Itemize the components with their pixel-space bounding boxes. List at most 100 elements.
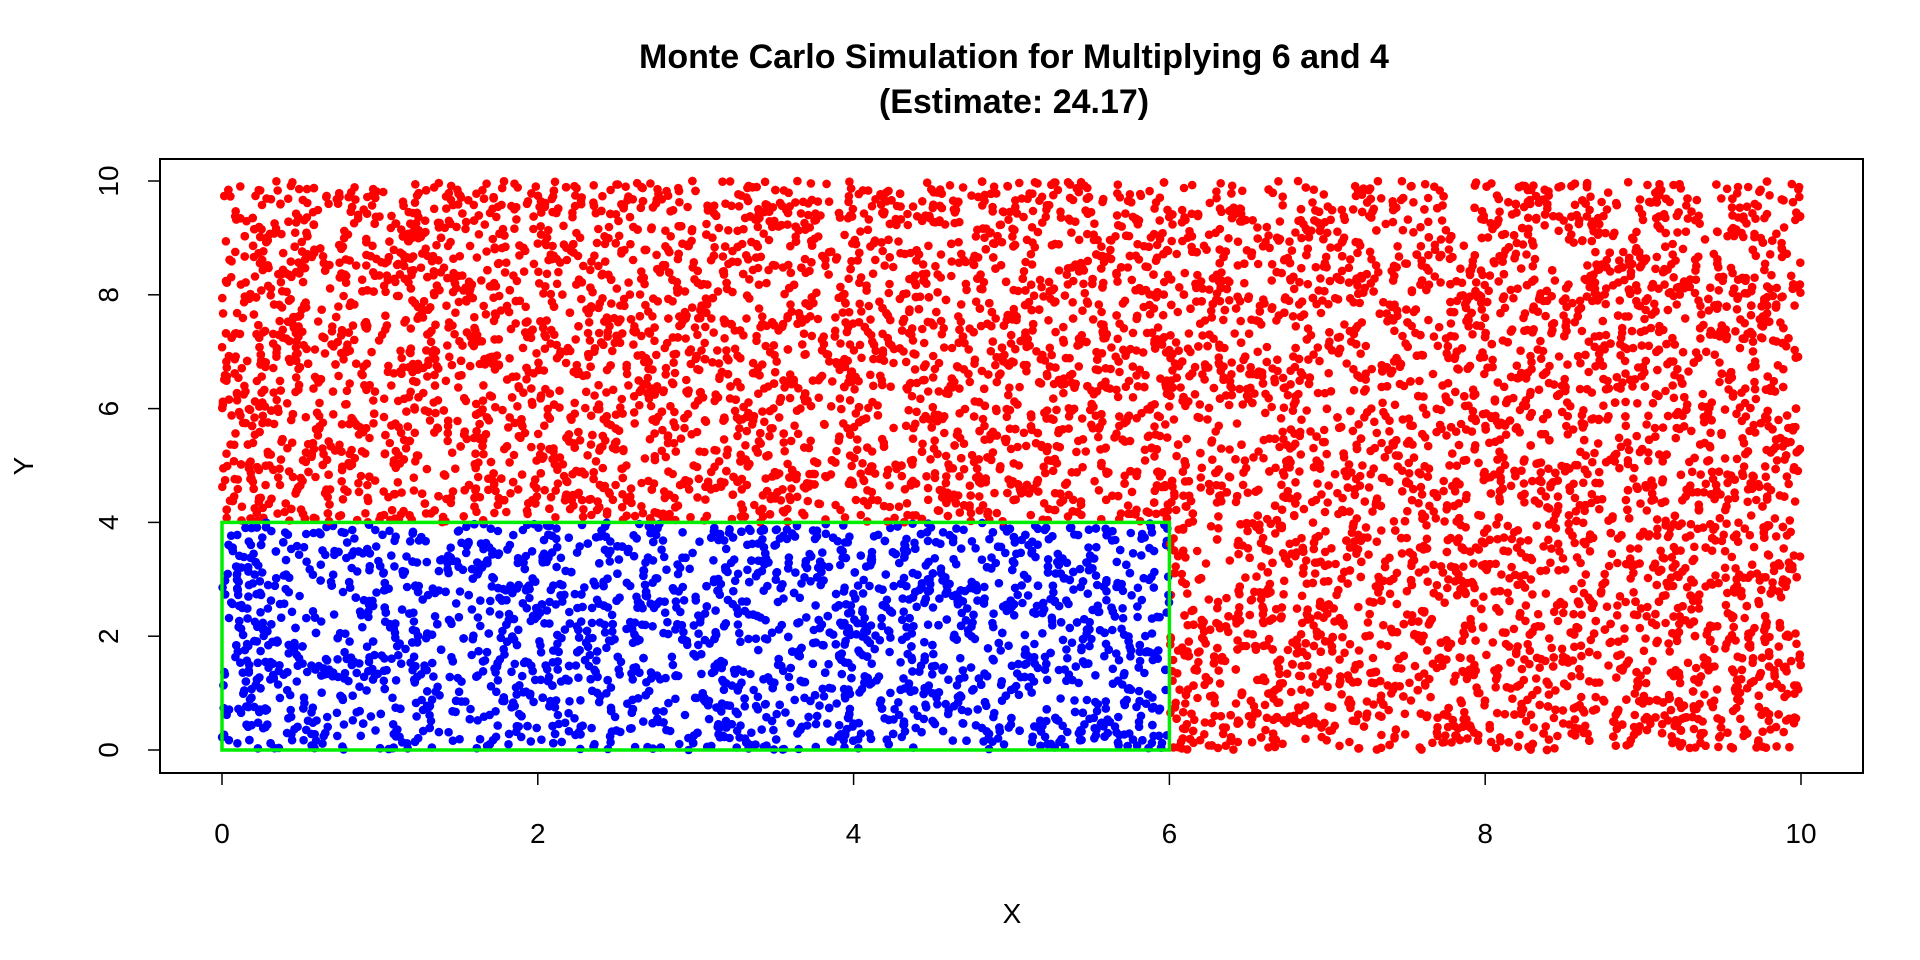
point-outside <box>533 239 543 248</box>
point-outside <box>1320 547 1330 557</box>
point-outside <box>1430 272 1440 281</box>
point-outside <box>1442 431 1451 440</box>
point-outside <box>859 496 869 506</box>
point-outside <box>1311 262 1321 272</box>
point-outside <box>1696 334 1705 343</box>
point-inside <box>473 613 483 622</box>
point-outside <box>760 177 770 187</box>
point-inside <box>821 529 831 539</box>
point-inside <box>1063 727 1072 737</box>
point-outside <box>1169 415 1179 424</box>
point-outside <box>1346 255 1355 264</box>
point-inside <box>658 536 668 545</box>
point-outside <box>1190 390 1200 399</box>
point-inside <box>1093 699 1103 709</box>
point-outside <box>448 287 458 297</box>
point-outside <box>1267 260 1277 269</box>
point-outside <box>345 449 355 459</box>
point-outside <box>1485 271 1495 280</box>
point-outside <box>598 463 608 473</box>
point-outside <box>1168 220 1177 229</box>
point-inside <box>388 693 397 703</box>
point-outside <box>668 205 678 215</box>
point-outside <box>282 399 292 408</box>
point-outside <box>945 181 955 190</box>
point-inside <box>224 613 234 623</box>
point-outside <box>1324 299 1333 309</box>
point-outside <box>1240 278 1249 288</box>
point-inside <box>474 646 483 656</box>
point-outside <box>1554 352 1564 361</box>
point-outside <box>1236 316 1245 326</box>
point-outside <box>255 258 265 268</box>
point-outside <box>1580 721 1590 731</box>
point-outside <box>1503 588 1513 598</box>
point-outside <box>945 464 954 473</box>
point-outside <box>1132 346 1141 355</box>
point-outside <box>1150 422 1159 431</box>
point-outside <box>764 235 774 245</box>
point-outside <box>1113 180 1123 189</box>
point-outside <box>506 489 515 498</box>
point-outside <box>1644 456 1653 466</box>
point-inside <box>1134 686 1144 696</box>
point-outside <box>658 425 667 435</box>
point-outside <box>933 288 942 297</box>
point-inside <box>510 659 520 669</box>
point-inside <box>802 613 811 622</box>
point-outside <box>1782 472 1792 481</box>
point-outside <box>1785 516 1795 525</box>
point-outside <box>1283 390 1293 400</box>
point-outside <box>1751 394 1761 404</box>
point-outside <box>342 386 352 396</box>
point-outside <box>1479 592 1488 601</box>
point-outside <box>322 485 331 494</box>
point-inside <box>605 557 615 566</box>
point-inside <box>318 739 327 748</box>
point-outside <box>442 301 451 311</box>
point-outside <box>1554 226 1563 236</box>
point-outside <box>1753 201 1763 211</box>
point-outside <box>356 471 366 481</box>
point-outside <box>1054 240 1064 249</box>
point-outside <box>1644 411 1653 421</box>
point-outside <box>473 472 483 482</box>
point-outside <box>379 187 388 197</box>
point-outside <box>1627 326 1637 336</box>
point-outside <box>1621 495 1631 505</box>
point-inside <box>1067 638 1077 647</box>
point-inside <box>429 672 438 681</box>
point-inside <box>1077 643 1086 652</box>
point-inside <box>226 598 236 607</box>
point-outside <box>889 423 898 433</box>
point-outside <box>1201 559 1211 568</box>
point-outside <box>1591 247 1600 257</box>
point-outside <box>743 254 753 264</box>
point-inside <box>1128 549 1138 558</box>
point-outside <box>1711 571 1720 580</box>
point-outside <box>1074 235 1084 245</box>
point-outside <box>1422 646 1432 655</box>
point-outside <box>1712 685 1722 694</box>
point-outside <box>1155 193 1165 202</box>
point-inside <box>356 731 366 741</box>
point-inside <box>333 655 342 664</box>
point-outside <box>1720 563 1730 573</box>
point-outside <box>320 349 330 358</box>
point-outside <box>310 345 320 354</box>
point-inside <box>362 642 372 651</box>
point-outside <box>579 261 588 271</box>
point-outside <box>821 471 830 481</box>
point-outside <box>674 186 684 196</box>
point-inside <box>294 550 304 559</box>
point-outside <box>1342 552 1352 562</box>
point-outside <box>345 379 355 388</box>
point-outside <box>991 360 1000 370</box>
point-outside <box>1629 235 1638 244</box>
point-inside <box>886 688 895 698</box>
point-outside <box>1479 211 1489 221</box>
point-outside <box>1772 742 1781 751</box>
point-outside <box>294 184 304 194</box>
point-outside <box>1719 530 1728 540</box>
point-outside <box>1355 471 1365 481</box>
